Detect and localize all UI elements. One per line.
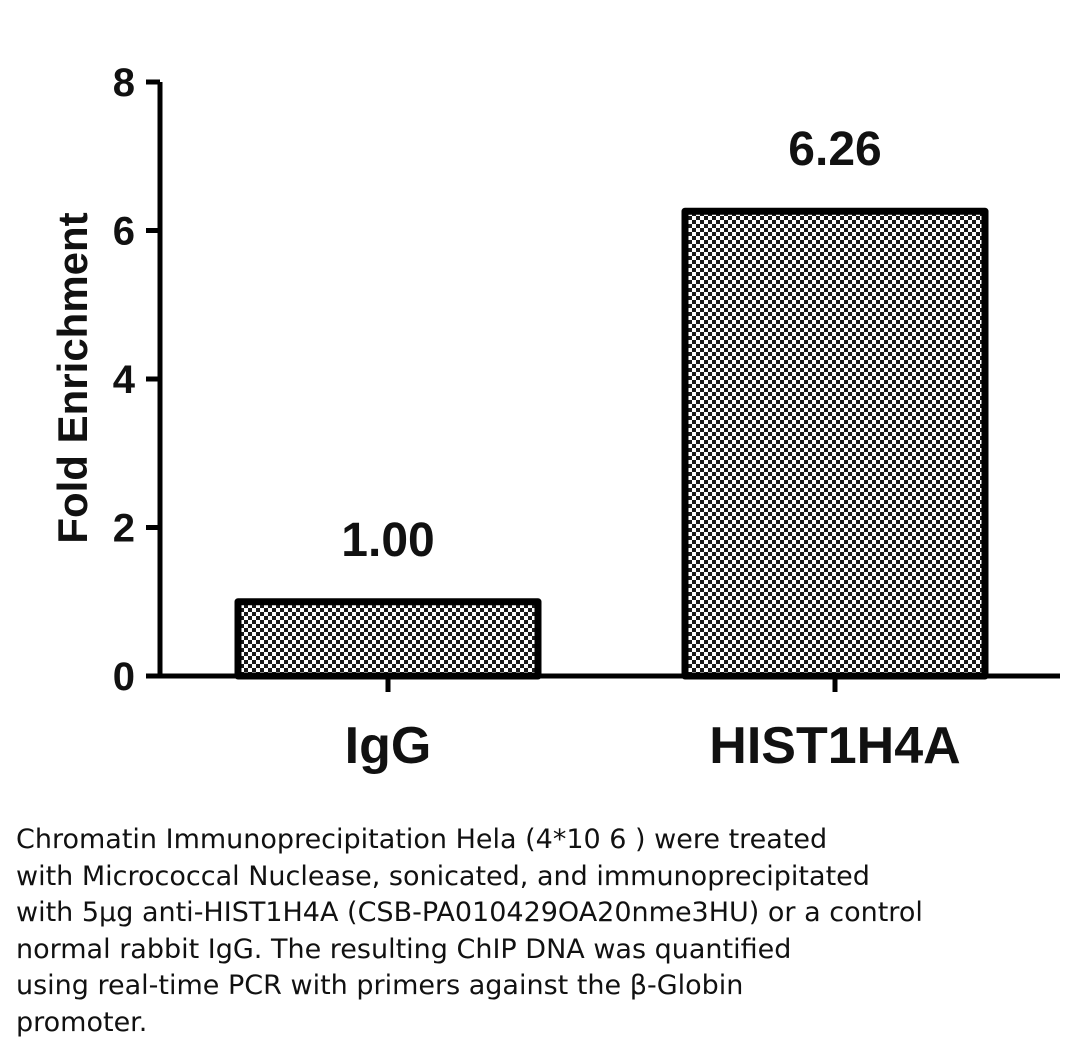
bar-hist1h4a <box>681 207 989 680</box>
caption-line: normal rabbit IgG. The resulting ChIP DN… <box>16 933 792 965</box>
y-tick-label: 6 <box>113 210 135 254</box>
y-tick-label: 2 <box>113 507 135 551</box>
bar-chart: 1.00 IgG 6.26 HIST1H4A 0 2 4 6 8 Fold Enrichment <box>49 61 1060 775</box>
y-tick-label: 8 <box>113 61 135 105</box>
y-axis-title: Fold Enrichment <box>49 212 96 543</box>
caption-line: using real-time PCR with primers against… <box>16 970 744 1001</box>
y-tick-label: 4 <box>113 358 136 402</box>
caption-line: promoter. <box>16 1006 148 1038</box>
caption-line: with 5μg anti-HIST1H4A (CSB-PA010429OA20… <box>16 897 923 928</box>
y-tick-label: 0 <box>113 655 135 699</box>
bar-igg <box>234 598 542 680</box>
caption-line: Chromatin Immunoprecipitation Hela (4*10… <box>16 824 828 855</box>
caption-line: with Micrococcal Nuclease, sonicated, an… <box>16 860 870 892</box>
figure-caption: Chromatin Immunoprecipitation Hela (4*10… <box>16 822 1076 1041</box>
x-tick-label: HIST1H4A <box>709 717 960 775</box>
data-label: 6.26 <box>788 123 881 176</box>
data-label: 1.00 <box>341 514 434 567</box>
x-tick-label: IgG <box>345 717 432 775</box>
